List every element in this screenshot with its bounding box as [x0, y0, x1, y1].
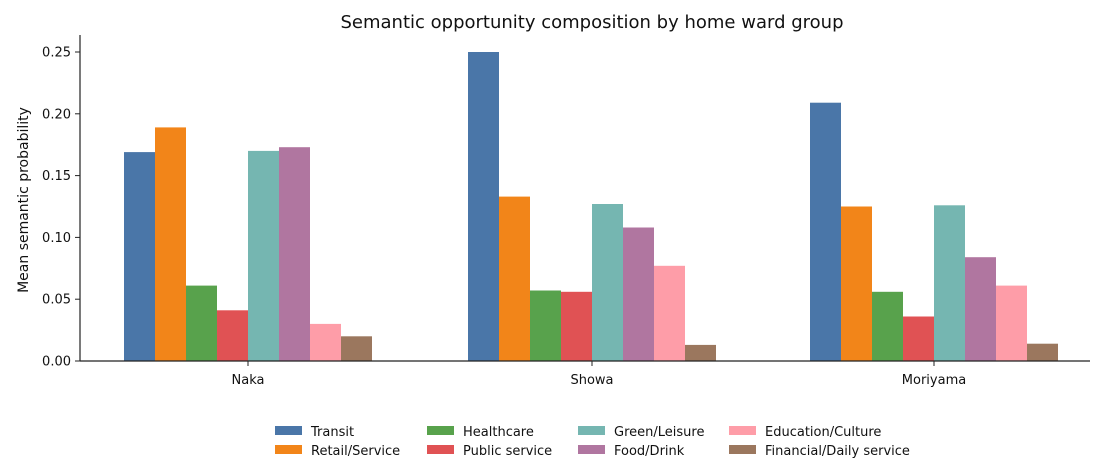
bar-financial-daily-service-naka [341, 336, 372, 361]
bar-retail-service-naka [155, 127, 186, 362]
bar-green-leisure-showa [592, 204, 623, 361]
bar-transit-showa [468, 52, 499, 361]
legend-swatch-public-service [427, 445, 454, 454]
bar-public-service-moriyama [903, 316, 934, 361]
legend-label-healthcare: Healthcare [463, 425, 534, 440]
bar-food-drink-naka [279, 147, 310, 361]
bar-healthcare-naka [186, 285, 217, 361]
legend-swatch-financial-daily-service [729, 445, 756, 454]
legend-label-financial-daily-service: Financial/Daily service [765, 444, 910, 459]
x-tick-label-moriyama: Moriyama [902, 373, 966, 388]
legend-label-retail-service: Retail/Service [311, 444, 400, 459]
bar-green-leisure-naka [248, 150, 279, 361]
x-axis: Naka Showa Moriyama [80, 360, 1090, 388]
bar-education-culture-showa [654, 265, 685, 361]
legend-label-green-leisure: Green/Leisure [614, 425, 704, 440]
bar-healthcare-moriyama [872, 291, 903, 361]
bar-green-leisure-moriyama [934, 205, 965, 361]
y-tick-label: 0.00 [42, 355, 71, 370]
bar-retail-service-moriyama [841, 206, 872, 361]
y-tick-label: 0.20 [42, 107, 71, 122]
bar-retail-service-showa [499, 196, 530, 361]
y-tick-label: 0.10 [42, 231, 71, 246]
legend-swatch-retail-service [275, 445, 302, 454]
chart-title: Semantic opportunity composition by home… [340, 12, 843, 33]
bar-financial-daily-service-showa [685, 344, 716, 361]
legend-swatch-education-culture [729, 426, 756, 435]
bar-public-service-showa [561, 291, 592, 361]
y-tick-label: 0.15 [42, 169, 71, 184]
x-tick-label-naka: Naka [232, 373, 265, 388]
bar-public-service-naka [217, 310, 248, 361]
legend-label-transit: Transit [310, 425, 354, 440]
bar-food-drink-showa [623, 227, 654, 361]
legend: Transit Retail/Service Healthcare Public se… [275, 425, 910, 459]
x-tick-label-showa: Showa [570, 373, 613, 388]
bar-healthcare-showa [530, 290, 561, 361]
y-axis: 0.00 0.05 0.10 0.15 0.20 0.25 [42, 35, 81, 370]
legend-swatch-healthcare [427, 426, 454, 435]
bars-group [124, 52, 1058, 362]
y-axis-label: Mean semantic probability [16, 107, 32, 293]
bar-education-culture-moriyama [996, 285, 1027, 361]
legend-swatch-transit [275, 426, 302, 435]
y-tick-label: 0.05 [42, 293, 71, 308]
legend-swatch-green-leisure [578, 426, 605, 435]
legend-swatch-food-drink [578, 445, 605, 454]
bar-transit-naka [124, 152, 155, 361]
bar-food-drink-moriyama [965, 257, 996, 361]
legend-label-food-drink: Food/Drink [614, 444, 685, 459]
y-tick-label: 0.25 [42, 46, 71, 61]
bar-financial-daily-service-moriyama [1027, 343, 1058, 361]
legend-label-education-culture: Education/Culture [765, 425, 881, 440]
legend-label-public-service: Public service [463, 444, 552, 459]
bar-education-culture-naka [310, 323, 341, 361]
bar-transit-moriyama [810, 102, 841, 361]
